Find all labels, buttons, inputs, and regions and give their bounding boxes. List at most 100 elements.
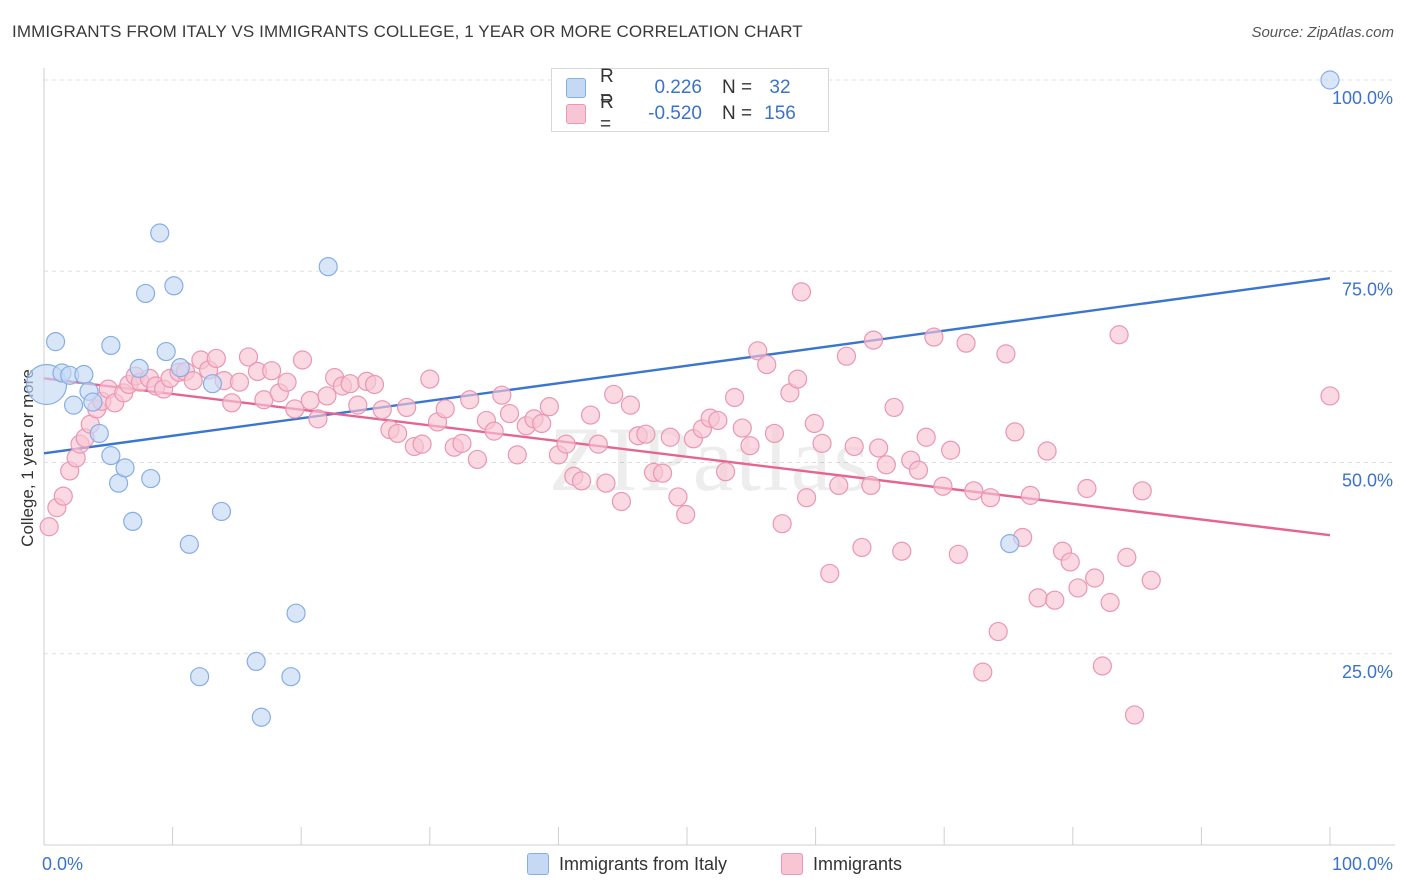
data-point-immigrants [492,385,512,405]
data-point-immigrants [676,504,696,525]
data-point-immigrants [435,399,455,419]
legend-swatch-italy [527,853,549,875]
data-point-immigrants [556,434,576,454]
data-point-immigrants [1020,485,1040,505]
data-point-immigrants [1109,325,1129,345]
data-point-immigrants [941,440,961,460]
n-value: 156 [764,103,796,124]
data-point-italy [63,395,84,415]
data-point-immigrants [604,384,624,405]
r-label: R = [600,92,614,135]
data-point-immigrants [948,544,968,564]
data-point-italy [156,341,176,362]
data-point-immigrants [588,434,608,454]
data-point-italy [251,707,271,727]
data-point-immigrants [1068,578,1088,598]
data-point-italy [45,332,66,352]
data-point-immigrants [836,346,857,366]
n-value: 32 [769,77,791,98]
data-point-italy [179,534,199,554]
data-point-immigrants [285,399,305,419]
data-point-italy [74,364,94,385]
r-value: 0.226 [654,77,702,98]
data-point-italy [101,446,121,466]
tick-labels: 25.0% 50.0% 75.0% 100.0% 0.0% 100.0% [42,88,1393,874]
legend-item-immigrants[interactable]: Immigrants [781,853,902,875]
data-point-immigrants [317,386,337,406]
data-point-immigrants [796,488,817,508]
data-point-immigrants [571,471,592,491]
data-point-immigrants [222,393,242,413]
y-tick-label: 75.0% [1342,279,1393,299]
legend-item-italy[interactable]: Immigrants from Italy [527,853,727,875]
data-point-immigrants [1045,590,1065,610]
source-label: Source: ZipAtlas.com [1251,24,1394,41]
legend-swatch-italy [566,78,586,98]
data-point-italy [83,392,103,412]
data-point-immigrants [229,372,250,392]
data-point-immigrants [820,563,840,584]
data-point-immigrants [852,537,872,558]
data-point-immigrants [277,372,297,392]
data-point-immigrants [1141,570,1161,590]
data-point-immigrants [596,473,616,493]
data-point-immigrants [372,400,392,420]
data-point-immigrants [757,354,777,375]
data-point-immigrants [787,369,808,389]
data-point-italy [89,423,109,444]
data-point-immigrants [1100,592,1120,613]
data-point-immigrants [262,361,282,381]
y-tick-label: 100.0% [1332,88,1393,108]
data-point-italy [170,358,190,378]
data-point-immigrants [980,488,1001,508]
data-point-immigrants [420,369,440,389]
legend-label-immigrants: Immigrants [813,853,903,874]
data-point-immigrants [620,395,641,415]
correlation-legend: R = 0.226 N = 32 R = -0.520 N = 156 [551,66,829,135]
data-point-immigrants [300,390,320,411]
data-point-italy [211,501,232,522]
legend-row-immigrants: R = -0.520 N = 156 [566,92,800,135]
data-point-immigrants [660,427,680,447]
data-point-immigrants [1005,422,1025,442]
data-point-immigrants [1085,568,1105,588]
data-point-immigrants [460,390,480,410]
data-point-immigrants [1132,481,1152,501]
data-point-italy [202,374,223,394]
axes [43,68,1395,846]
data-point-immigrants [884,397,904,418]
data-point-immigrants [1117,547,1137,567]
data-point-immigrants [412,434,432,454]
data-point-immigrants [484,421,504,441]
data-point-immigrants [652,463,673,483]
data-point-immigrants [183,371,203,391]
data-point-immigrants [892,541,912,561]
legend-label-italy: Immigrants from Italy [559,853,728,874]
data-point-immigrants [732,418,752,438]
data-point-immigrants [812,433,832,453]
data-point-immigrants [861,475,881,496]
data-point-immigrants [539,397,559,417]
data-point-immigrants [804,413,824,434]
data-point-immigrants [869,438,889,458]
data-point-italy [1320,70,1340,90]
data-point-immigrants [467,449,487,470]
data-point-immigrants [844,436,864,457]
data-point-immigrants [933,476,953,496]
data-point-immigrants [53,486,73,506]
data-point-immigrants [499,403,520,424]
grid-lines [44,79,1395,655]
data-point-immigrants [740,436,760,456]
data-point-immigrants [348,395,368,415]
chart-title: IMMIGRANTS FROM ITALY VS IMMIGRANTS COLL… [12,22,803,41]
data-point-immigrants [1124,705,1145,725]
data-point-immigrants [238,347,259,367]
data-point-immigrants [764,423,785,444]
y-tick-label: 25.0% [1342,662,1393,682]
data-point-italy [190,667,210,687]
data-point-italy [246,651,266,672]
legend-swatch-immigrants [566,104,586,124]
data-point-immigrants [829,475,849,496]
series-legend: Immigrants from Italy Immigrants [0,853,1406,877]
data-point-immigrants [772,514,792,534]
